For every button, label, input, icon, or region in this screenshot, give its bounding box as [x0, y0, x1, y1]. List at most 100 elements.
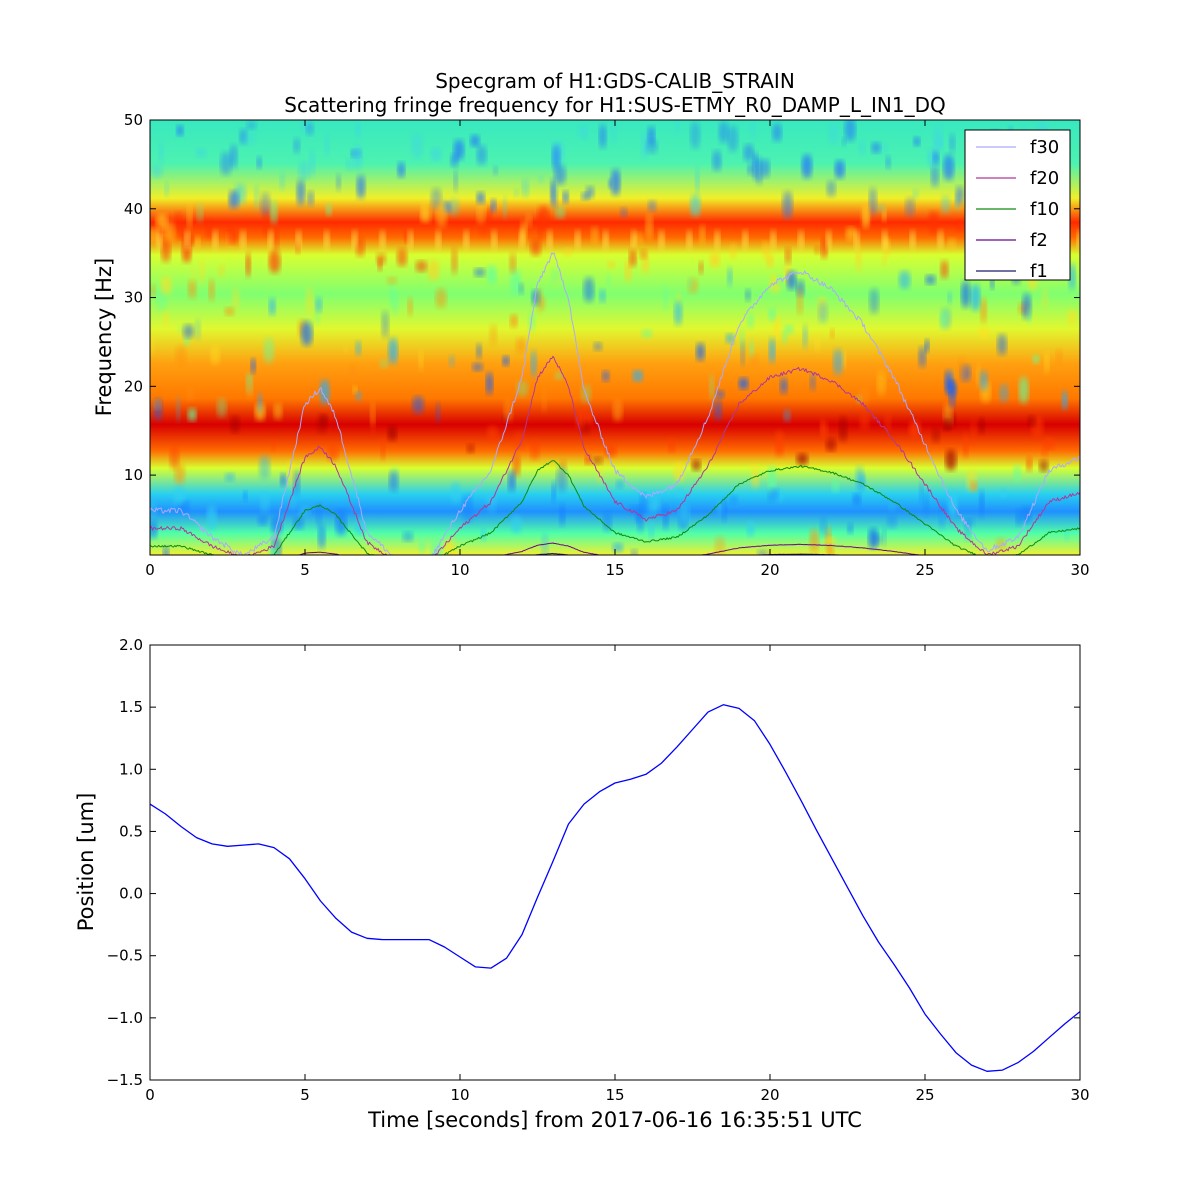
spectrogram-speckle: [779, 377, 788, 394]
spectrogram-speckle: [279, 172, 285, 191]
spectrogram-speckle: [150, 283, 156, 298]
spectrogram-speckle: [175, 345, 187, 367]
spectrogram-speckle: [336, 173, 341, 191]
spectrogram-speckle: [415, 260, 428, 273]
spectrogram-speckle: [296, 179, 305, 206]
band-bright-spot: [853, 229, 860, 250]
spectrogram-speckle: [512, 454, 521, 477]
spectrogram-speckle: [161, 239, 171, 263]
spectrogram-speckle: [746, 520, 755, 537]
band-bright-spot: [240, 229, 246, 250]
spectrogram-speckle: [150, 520, 158, 539]
spectrogram-speckle: [355, 340, 362, 356]
spectrogram-speckle: [184, 335, 190, 346]
spectrogram-speckle: [476, 191, 485, 205]
spectrogram-speckle: [396, 248, 408, 267]
spectrogram-speckle: [820, 236, 828, 259]
spectrogram-speckle: [435, 288, 447, 309]
band-bright-spot: [295, 229, 302, 250]
spectrogram-speckle: [881, 255, 887, 267]
position-x-ticks: 0 5 10 15 20 25 30: [145, 645, 1090, 1104]
spectrogram-speckle: [169, 445, 180, 470]
spectrogram-speckle: [599, 124, 607, 149]
spectrogram-speckle: [752, 152, 759, 181]
spectrogram-speckle: [1061, 390, 1068, 411]
spectrogram-speckle: [418, 349, 424, 371]
spectrogram-speckle: [186, 386, 195, 402]
spectrogram-speckle: [725, 333, 735, 344]
x-tick-label: 15: [605, 561, 624, 579]
spectrogram-speckle: [300, 320, 313, 346]
spectrogram-speckle: [699, 224, 706, 246]
spectrogram-speckle: [450, 153, 459, 167]
spectrogram-speckle: [158, 142, 164, 164]
spectrogram-speckle: [678, 502, 690, 524]
spectrogram-speckle: [648, 521, 655, 539]
spectrogram-speckle: [1032, 354, 1040, 364]
spectrogram-speckle: [247, 379, 253, 400]
spectrogram-speckle: [1015, 509, 1022, 526]
spectrogram-speckle: [941, 195, 951, 214]
spectrogram-speckle: [858, 387, 870, 405]
spectrogram-speckle: [834, 159, 845, 179]
spectrogram-speckle: [356, 174, 366, 199]
spectrogram-speckle: [772, 315, 781, 339]
spectrogram-speckle: [858, 473, 866, 491]
spectrogram-speckle: [150, 331, 155, 356]
spectrogram-speckle: [785, 247, 792, 265]
spectrogram-speckle: [513, 188, 520, 198]
spectrogram-speckle: [260, 491, 270, 513]
spectrogram-speckle: [630, 549, 638, 555]
spectrogram-speckle: [562, 247, 573, 257]
x-tick-label: 25: [915, 1086, 934, 1104]
y-tick-label: 30: [124, 289, 143, 307]
x-tick-label: 25: [915, 561, 934, 579]
x-tick-label: 0: [145, 561, 155, 579]
spectrogram-speckle: [348, 363, 357, 383]
spectrogram-speckle: [537, 215, 543, 242]
spectrogram-speckle: [319, 379, 330, 405]
spectrogram-speckle: [176, 124, 184, 137]
spectrogram-speckle: [695, 166, 700, 195]
spectrogram-speckle: [718, 121, 729, 144]
spectrogram-speckle: [272, 226, 280, 252]
spectrogram-speckle: [690, 194, 701, 217]
spectrogram-speckle: [270, 198, 278, 225]
spectrogram-speckle: [377, 258, 383, 271]
spectrogram-speckle: [225, 227, 237, 245]
spectrogram-speckle: [1013, 464, 1021, 484]
spectrogram-speckle: [820, 421, 829, 441]
spectrogram-speckle: [782, 191, 793, 219]
spectrogram-speckle: [502, 355, 510, 366]
spectrogram-speckle: [324, 133, 330, 157]
spectrogram-speckle: [768, 307, 776, 322]
spectrogram-speckle: [620, 207, 628, 218]
spectrogram-speckle: [931, 164, 939, 188]
spectrogram-speckle: [489, 324, 498, 346]
x-tick-label: 10: [450, 561, 469, 579]
spectrogram-speckle: [150, 499, 157, 519]
spectrogram-speckle: [912, 188, 919, 200]
spectrogram-speckle: [515, 337, 527, 354]
spectrogram-speckle: [228, 190, 239, 209]
spectrogram-speckle: [254, 184, 259, 210]
spectrogram-speckle: [503, 195, 508, 219]
spectrogram-speckle: [187, 279, 197, 299]
spectrogram-speckle: [740, 340, 745, 367]
spectrogram-speckle: [315, 296, 323, 313]
spectrogram-speckle: [257, 514, 268, 526]
band-bright-spot: [491, 229, 498, 250]
spectrogram-speckle: [746, 312, 754, 330]
band-bright-spot: [630, 229, 637, 250]
spectrogram-speckle: [250, 358, 256, 374]
spectrogram-speckle: [518, 282, 524, 295]
spectrogram-speckle: [997, 333, 1007, 356]
spectrogram-speckle: [709, 252, 720, 268]
spectrogram-speckle: [674, 487, 685, 498]
spectrogram-speckle: [924, 339, 930, 353]
spectrogram-speckle: [232, 287, 240, 310]
spectrogram-speckle: [928, 211, 939, 235]
spectrogram-speckle: [343, 345, 348, 354]
band-bright-spot: [156, 229, 163, 250]
spectrogram-speckle: [838, 416, 848, 442]
